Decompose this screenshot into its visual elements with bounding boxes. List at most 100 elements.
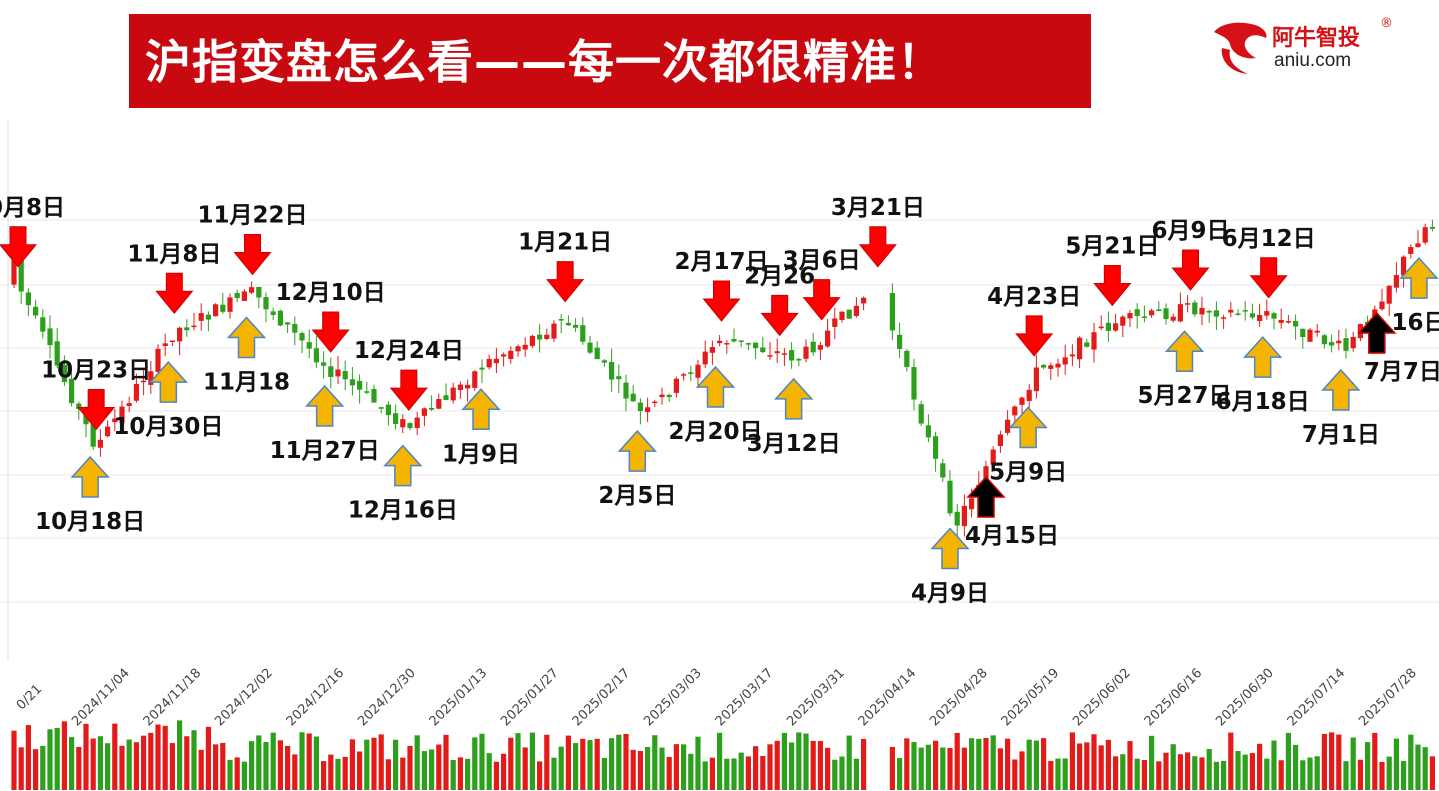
- candle-body: [241, 291, 247, 301]
- candle-body: [839, 311, 845, 321]
- candle-body: [760, 347, 766, 353]
- candle-body: [853, 305, 859, 316]
- volume-bar: [609, 738, 615, 790]
- candle-body: [688, 372, 694, 374]
- candle-body: [1278, 319, 1284, 323]
- volume-bar: [1069, 732, 1075, 790]
- volume-bar: [1098, 745, 1104, 790]
- volume-bar: [551, 757, 557, 790]
- volume-bar: [796, 732, 802, 790]
- x-tick-label: 2025/06/16: [1142, 666, 1206, 730]
- volume-bar: [1329, 732, 1335, 790]
- volume-bar: [1012, 759, 1018, 790]
- volume-bar: [688, 753, 694, 790]
- candle-body: [486, 358, 492, 368]
- candle-body: [1185, 303, 1191, 305]
- candle-body: [227, 297, 233, 312]
- candle-body: [400, 419, 406, 428]
- volume-bar: [983, 738, 989, 790]
- volume-bar: [990, 735, 996, 790]
- candle-body: [997, 434, 1003, 447]
- candle-body: [695, 364, 701, 378]
- volume-bar: [702, 761, 708, 790]
- candle-body: [501, 354, 507, 357]
- volume-bar: [349, 739, 355, 790]
- candle-body: [1386, 285, 1392, 304]
- volume-bar: [1343, 761, 1349, 790]
- volume-bar: [652, 735, 658, 790]
- x-tick-label: 2025/04/14: [856, 666, 920, 730]
- candle-body: [472, 371, 478, 388]
- orange-up-arrow: [930, 527, 970, 570]
- signal-label-up: 3月12日: [747, 431, 841, 457]
- signal-label-up: 16日: [1391, 310, 1439, 336]
- candle-body: [789, 350, 795, 361]
- volume-bar: [1357, 759, 1363, 790]
- candle-body: [97, 439, 103, 448]
- candle-body: [1422, 227, 1428, 243]
- volume-bar: [40, 745, 46, 790]
- candle-body: [1228, 309, 1234, 313]
- candle-body: [1285, 321, 1291, 323]
- candle-body: [47, 328, 53, 346]
- volume-bar: [378, 734, 384, 790]
- signal-label-down: 12月24日: [354, 338, 464, 364]
- candle-body: [796, 358, 802, 361]
- red-down-arrow: [1093, 265, 1132, 307]
- volume-bar: [1033, 740, 1039, 790]
- volume-bar: [558, 746, 564, 790]
- candle-body: [493, 358, 499, 364]
- volume-bar: [897, 758, 903, 790]
- red-down-arrow: [802, 279, 841, 321]
- signal-label-down: 10月23日: [41, 358, 151, 384]
- title-banner: 沪指变盘怎么看——每一次都很精准！: [129, 14, 1091, 108]
- orange-up-arrow: [148, 361, 189, 403]
- x-tick-label: 2025/02/17: [570, 666, 634, 730]
- volume-bar: [1156, 761, 1162, 790]
- volume-bar: [594, 738, 600, 790]
- x-tick-label: 2025/07/28: [1356, 666, 1420, 730]
- volume-bar: [76, 746, 82, 790]
- volume-bar: [601, 757, 607, 790]
- volume-bar: [1350, 737, 1356, 790]
- volume-bar: [155, 724, 161, 790]
- volume-bar: [1141, 760, 1147, 790]
- candle-body: [774, 351, 780, 354]
- x-tick-label: 2024/12/16: [284, 666, 348, 730]
- candle-body: [1242, 310, 1248, 312]
- candle-body: [328, 366, 334, 377]
- volume-bar: [241, 761, 247, 790]
- x-tick-label: 2024/11/18: [141, 666, 205, 730]
- volume-bar: [1199, 757, 1205, 790]
- brand-logo: 阿牛智投 ® aniu.com: [1208, 16, 1408, 78]
- volume-bar: [1321, 733, 1327, 790]
- candle-body: [616, 376, 622, 380]
- candle-body: [299, 333, 305, 341]
- candle-body: [126, 403, 132, 407]
- signal-label-up: 11月27日: [270, 438, 380, 464]
- volume-bar: [1005, 738, 1011, 790]
- candle-body: [436, 398, 442, 409]
- candle-body: [148, 371, 154, 385]
- x-tick-label: 2024/12/30: [355, 666, 419, 730]
- candle-body: [717, 340, 723, 344]
- candle-body: [1149, 310, 1155, 316]
- candle-body: [69, 378, 75, 404]
- candle-body: [112, 418, 118, 423]
- volume-bar: [832, 759, 838, 790]
- orange-up-arrow: [304, 384, 345, 427]
- volume-bar: [861, 738, 867, 790]
- volume-bar: [11, 730, 17, 790]
- volume-bar: [1213, 761, 1219, 790]
- candle-body: [335, 369, 341, 377]
- volume-bar: [1336, 734, 1342, 790]
- volume-bar: [97, 736, 103, 790]
- x-axis: 0/21 2024/11/04 2024/11/18 2024/12/02 2024/1…: [14, 666, 1420, 730]
- candle-body: [630, 393, 636, 402]
- candle-body: [414, 417, 420, 428]
- candle-body: [1062, 357, 1068, 365]
- candle-body: [904, 350, 910, 367]
- volume-bar: [961, 747, 967, 790]
- black-up-arrow: [966, 475, 1006, 518]
- candle-body: [1012, 406, 1018, 416]
